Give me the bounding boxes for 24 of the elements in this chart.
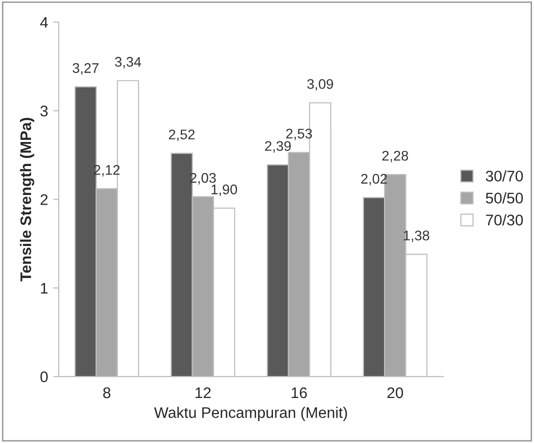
y-tick-label: 0 <box>40 371 48 382</box>
x-tick-label: 12 <box>196 387 211 398</box>
y-tick-label: 2 <box>40 194 48 205</box>
x-tick-label: 16 <box>292 387 307 398</box>
y-tick-label: 4 <box>40 17 48 28</box>
data-label: 2,53 <box>286 128 312 140</box>
data-label: 1,90 <box>212 184 238 196</box>
data-label: 2,02 <box>361 174 387 186</box>
data-label: 3,09 <box>307 79 334 91</box>
y-axis-title: Tensile Strength (MPa) <box>20 118 34 282</box>
x-tick-label: 8 <box>103 387 110 398</box>
data-label: 3,34 <box>114 56 142 68</box>
legend-label: 30/70 <box>486 170 523 182</box>
x-axis-title: Waktu Pencampuran (Menit) <box>154 406 347 422</box>
data-label: 2,39 <box>265 141 291 153</box>
data-label: 1,38 <box>404 230 430 242</box>
data-label: 3,27 <box>72 63 98 75</box>
x-tick-label: 20 <box>387 387 404 398</box>
legend-label: 50/50 <box>486 192 523 204</box>
y-tick-label: 3 <box>40 106 48 116</box>
y-tick-label: 1 <box>40 282 48 294</box>
data-label: 2,28 <box>382 150 408 162</box>
legend-label: 70/30 <box>486 214 523 226</box>
data-label: 2,52 <box>168 130 195 142</box>
